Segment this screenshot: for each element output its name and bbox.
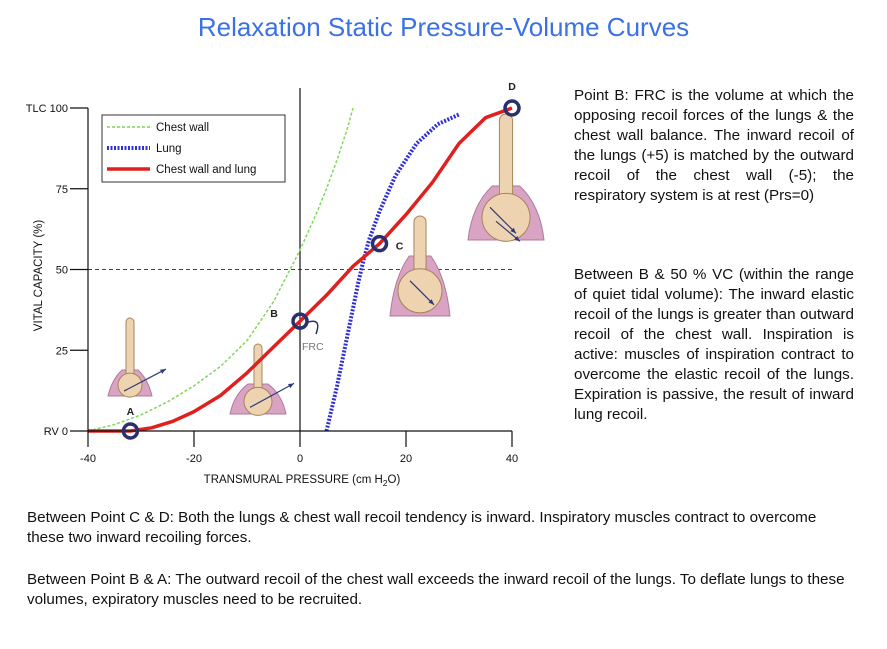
axes: RV 0 25 50 75 TLC 100 -40 -20 0 20 40 TRANSMURAL P… — [26, 103, 518, 488]
series-lung — [324, 112, 460, 432]
point-label-d: D — [508, 81, 516, 93]
x-tick-label: 40 — [506, 453, 518, 465]
point-label-a: A — [127, 406, 135, 418]
recoil-arrowhead — [510, 227, 516, 234]
legend-label: Lung — [156, 143, 182, 155]
frc-pointer — [307, 320, 319, 335]
x-tick-label: -20 — [186, 453, 202, 465]
y-tick-label: RV 0 — [44, 426, 68, 438]
slide-title: Relaxation Static Pressure-Volume Curves — [197, 12, 690, 42]
points-layer: FRC A B C D — [121, 81, 521, 440]
between-c-d-body: Both the lungs & chest wall recoil tende… — [27, 509, 817, 546]
point-label-b: B — [270, 308, 278, 320]
y-tick-label: TLC 100 — [26, 103, 68, 115]
recoil-arrow — [249, 382, 295, 408]
point-label-c: C — [396, 241, 404, 253]
series-chest-wall-and-lung — [88, 106, 513, 433]
point-marker-b — [291, 312, 309, 330]
lung-shape — [243, 386, 273, 416]
y-axis-label: VITAL CAPACITY (%) — [33, 220, 45, 332]
between-b-a-explanation: Between Point B & A: The outward recoil … — [27, 570, 847, 610]
between-b-50-explanation: Between B & 50 % VC (within the range of… — [574, 266, 854, 423]
thorax-at-c — [389, 215, 451, 317]
between-b-a-lead: Between Point B & A: — [27, 571, 172, 588]
thorax-at-b — [229, 343, 295, 416]
thorax-at-d — [467, 113, 545, 242]
recoil-arrow — [123, 368, 167, 392]
point-marker-a — [121, 422, 140, 440]
recoil-arrowhead — [288, 383, 294, 389]
legend-label: Chest wall — [156, 122, 209, 134]
y-tick-label: 75 — [56, 184, 68, 196]
x-tick-label: 20 — [400, 453, 412, 465]
recoil-arrowhead — [514, 235, 520, 242]
frc-label: FRC — [302, 341, 324, 353]
recoil-arrow — [489, 206, 517, 234]
between-b-a-body: The outward recoil of the chest wall exc… — [27, 571, 845, 608]
between-c-d-explanation: Between Point C & D: Both the lungs & ch… — [27, 508, 847, 548]
point-marker-d — [503, 99, 521, 117]
recoil-arrowhead — [160, 369, 166, 374]
reference-lines — [88, 88, 512, 431]
between-c-d-lead: Between Point C & D: — [27, 509, 174, 526]
y-tick-label: 50 — [56, 265, 68, 277]
point-b-explanation: Point B: FRC is the volume at which the … — [574, 87, 854, 204]
x-axis-label: TRANSMURAL PRESSURE (cm H2O) — [204, 474, 401, 488]
lung-shape — [117, 372, 143, 398]
recoil-arrow — [409, 280, 435, 306]
x-tick-label: -40 — [80, 453, 96, 465]
recoil-arrowhead — [428, 299, 434, 305]
thorax-at-a — [107, 317, 167, 398]
y-tick-label: 25 — [56, 345, 68, 357]
pressure-volume-chart: RV 0 25 50 75 TLC 100 -40 -20 0 20 40 TRANSMURAL P… — [26, 81, 545, 488]
series-chest-wall — [87, 107, 354, 432]
point-marker-c — [370, 234, 389, 253]
lung-shape — [481, 192, 531, 242]
thorax-illustrations — [107, 113, 545, 416]
series-layer — [87, 106, 513, 433]
legend: Chest wall Lung Chest wall and lung — [101, 114, 286, 183]
legend-label: Chest wall and lung — [156, 164, 256, 176]
x-tick-label: 0 — [297, 453, 303, 465]
